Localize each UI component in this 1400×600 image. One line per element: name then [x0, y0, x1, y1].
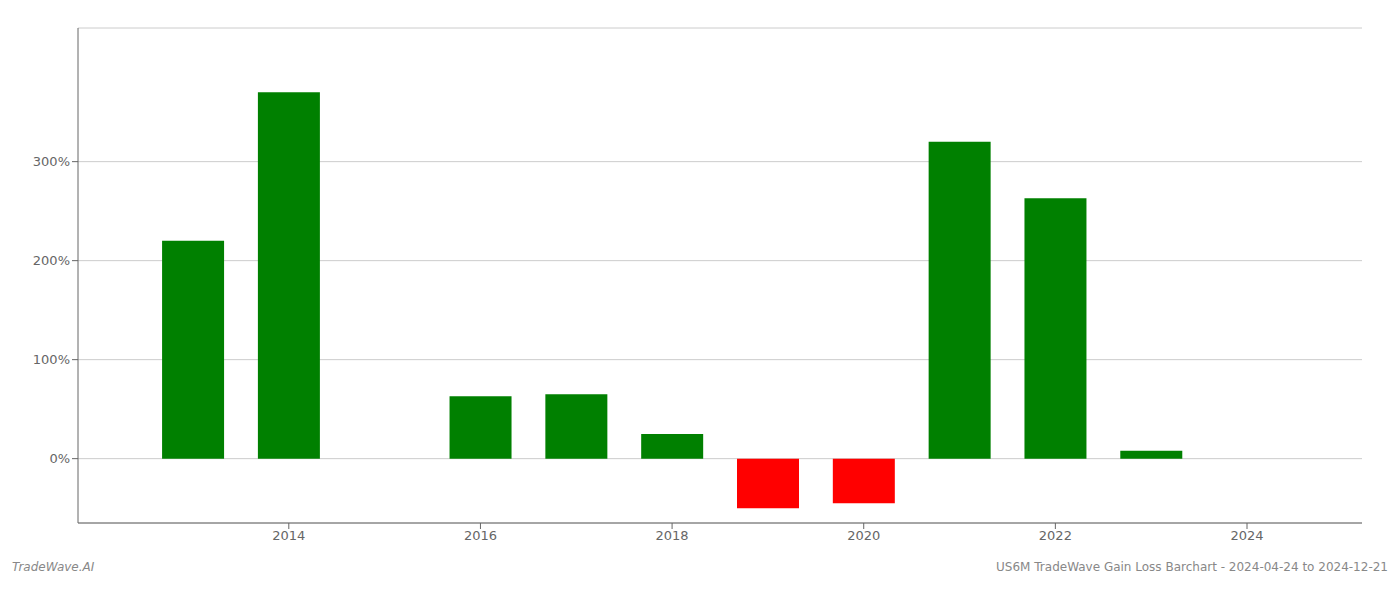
svg-text:0%: 0%	[49, 451, 70, 466]
svg-text:2024: 2024	[1230, 528, 1263, 543]
svg-text:300%: 300%	[33, 154, 70, 169]
svg-text:2020: 2020	[847, 528, 880, 543]
svg-text:2022: 2022	[1039, 528, 1072, 543]
html-text:US6M TradeWave Gain Loss Barch: US6M TradeWave Gain Loss Barchart - 2024…	[996, 560, 1388, 574]
svg-text:2018: 2018	[656, 528, 689, 543]
html-text:TradeWave.AI: TradeWave.AI	[12, 560, 95, 574]
svg-text:2014: 2014	[272, 528, 305, 543]
svg-text:2016: 2016	[464, 528, 497, 543]
svg-text:200%: 200%	[33, 253, 70, 268]
svg-text:100%: 100%	[33, 352, 70, 367]
